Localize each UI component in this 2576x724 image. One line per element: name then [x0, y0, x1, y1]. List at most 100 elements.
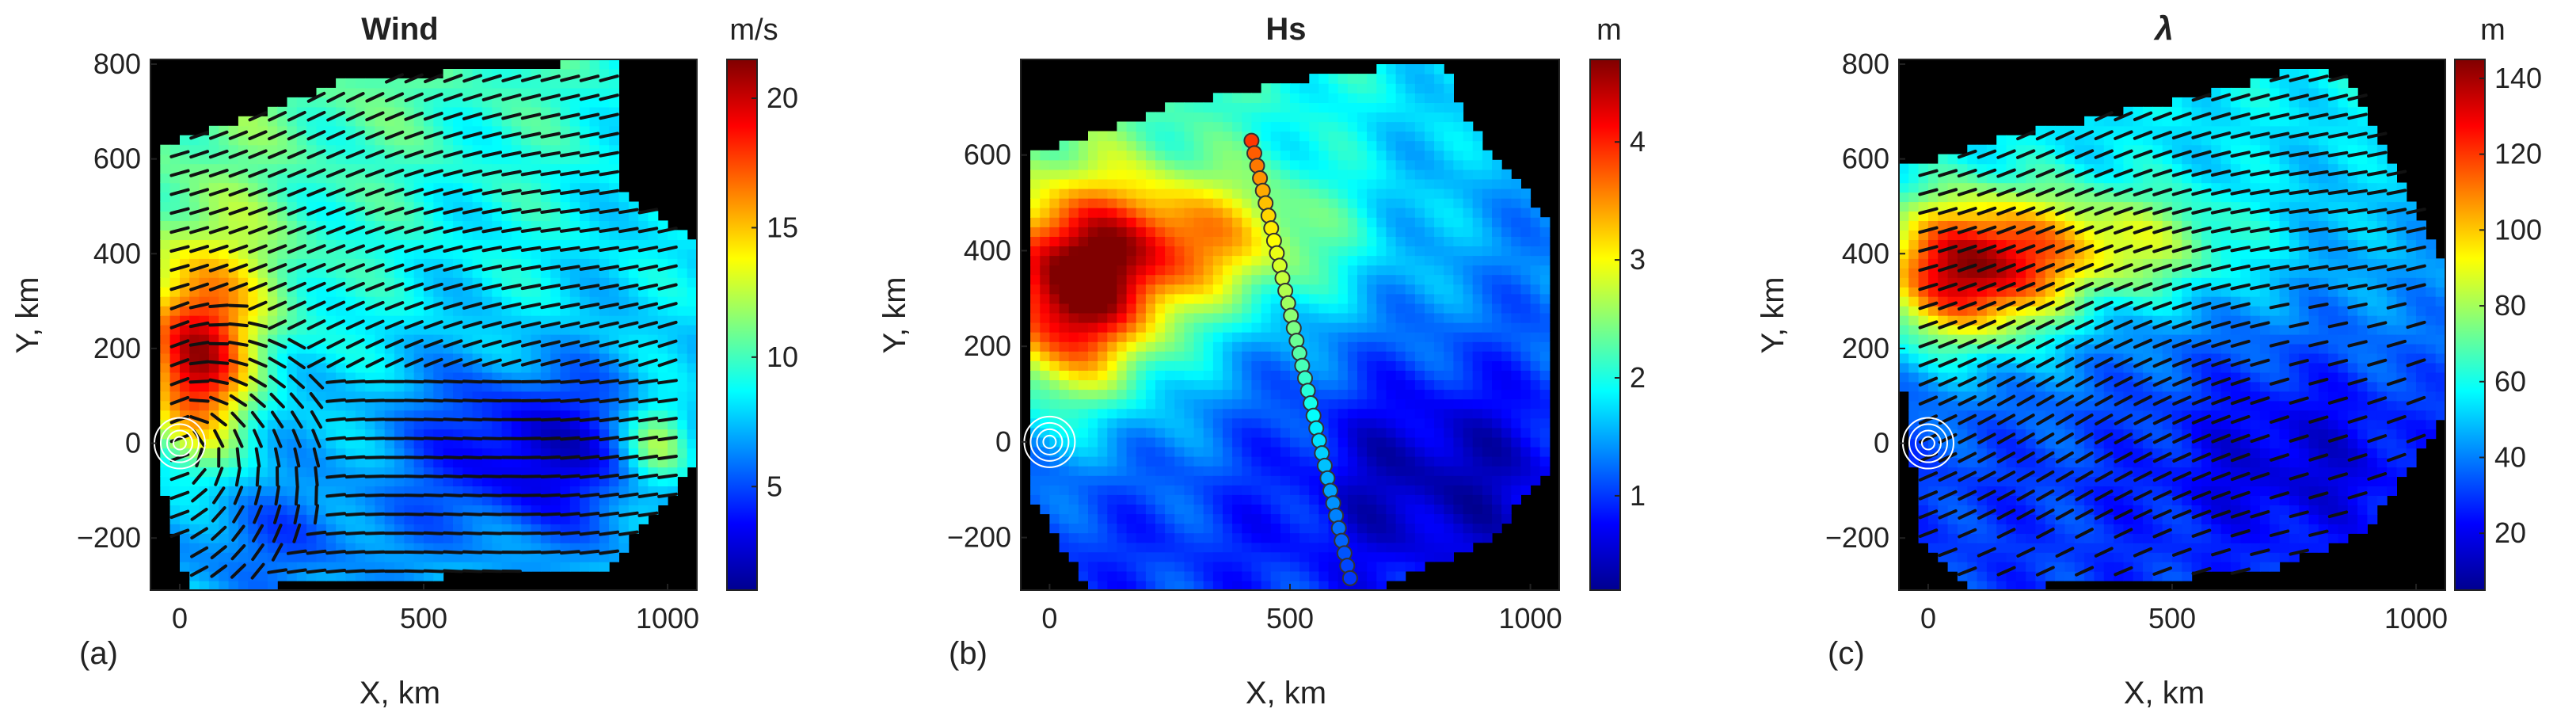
heatmap-cell [306, 315, 317, 326]
heatmap-cell [550, 419, 561, 430]
heatmap-cell [1299, 303, 1310, 314]
heatmap-cell [481, 410, 493, 421]
heatmap-cell [1203, 140, 1214, 151]
heatmap-cell [599, 467, 610, 478]
heatmap-cell [1088, 523, 1098, 534]
heatmap-cell [287, 486, 298, 496]
heatmap-cell [267, 239, 278, 250]
heatmap-cell [609, 249, 619, 259]
heatmap-cell [384, 429, 395, 440]
heatmap-cell [1165, 150, 1175, 161]
heatmap-cell [540, 476, 551, 486]
heatmap-cell [345, 381, 356, 392]
heatmap-cell [336, 306, 346, 316]
heatmap-cell [1270, 360, 1281, 371]
heatmap-cell [345, 163, 356, 174]
heatmap-cell [433, 230, 444, 240]
heatmap-cell [1223, 370, 1233, 380]
heatmap-cell [540, 562, 551, 572]
heatmap-cell [501, 476, 512, 486]
heatmap-cell [1232, 312, 1242, 323]
heatmap-cell [618, 486, 630, 496]
heatmap-cell [228, 325, 239, 335]
heatmap-cell [384, 486, 395, 496]
heatmap-cell [628, 457, 639, 468]
heatmap-cell [1251, 398, 1262, 410]
heatmap-cell [1251, 570, 1262, 581]
heatmap-cell [1068, 485, 1079, 495]
heatmap-cell [325, 543, 337, 553]
heatmap-cell [609, 306, 619, 316]
heatmap-cell [1203, 322, 1214, 333]
heatmap-cell [668, 249, 678, 259]
heatmap-cell [687, 277, 698, 288]
heatmap-cell [1337, 178, 1349, 189]
heatmap-cell [1328, 236, 1339, 246]
heatmap-cell [1261, 436, 1272, 448]
heatmap-cell [1242, 198, 1252, 208]
heatmap-cell [180, 211, 190, 221]
heatmap-cell [325, 524, 337, 534]
heatmap-cell [169, 467, 181, 478]
heatmap-cell [540, 381, 551, 392]
heatmap-cell [199, 211, 210, 221]
heatmap-cell [208, 381, 219, 392]
heatmap-cell [355, 438, 366, 449]
heatmap-cell [1232, 332, 1242, 342]
heatmap-cell [365, 552, 375, 562]
heatmap-cell [1088, 446, 1098, 457]
heatmap-cell [599, 372, 610, 383]
heatmap-cell [472, 552, 483, 562]
heatmap-cell [1107, 523, 1117, 534]
heatmap-cell [384, 476, 395, 486]
heatmap-cell [1184, 140, 1195, 151]
heatmap-cell [453, 372, 463, 383]
heatmap-cell [1270, 332, 1281, 342]
heatmap-cell [472, 343, 483, 354]
heatmap-cell [1223, 551, 1233, 562]
heatmap-cell [1049, 341, 1060, 352]
heatmap-cell [1098, 303, 1108, 314]
heatmap-cell [521, 87, 532, 98]
heatmap-cell [424, 467, 434, 478]
heatmap-cell [1337, 131, 1349, 142]
heatmap-cell [521, 391, 532, 402]
heatmap-cell [355, 571, 366, 581]
heatmap-cell [472, 211, 483, 221]
heatmap-cell [1136, 265, 1147, 276]
heatmap-cell [540, 457, 551, 468]
heatmap-cell [345, 125, 356, 136]
heatmap-cell [160, 343, 171, 354]
heatmap-cell [384, 467, 395, 478]
heatmap-cell [1193, 532, 1204, 543]
heatmap-cell [277, 372, 288, 383]
heatmap-cell [481, 125, 493, 136]
heatmap-cell [1290, 561, 1300, 572]
heatmap-cell [1117, 246, 1128, 257]
heatmap-cell [599, 69, 610, 79]
heatmap-cell [481, 524, 493, 534]
heatmap-cell [531, 173, 542, 184]
heatmap-cell [1088, 485, 1098, 495]
heatmap-cell [238, 249, 249, 259]
heatmap-cell [424, 514, 434, 524]
heatmap-cell [1318, 112, 1330, 123]
heatmap-cell [1145, 112, 1156, 123]
heatmap-cell [1299, 159, 1310, 170]
heatmap-cell [560, 486, 571, 496]
heatmap-cell [677, 448, 688, 459]
heatmap-cell [1136, 532, 1147, 543]
heatmap-cell [462, 352, 474, 364]
heatmap-cell [443, 69, 454, 79]
heatmap-cell [1270, 561, 1281, 572]
heatmap-cell [677, 277, 688, 288]
heatmap-cell [1203, 436, 1214, 448]
heatmap-cell [1030, 360, 1041, 371]
heatmap-cell [1078, 417, 1089, 429]
heatmap-cell [560, 400, 571, 411]
heatmap-cell [1155, 532, 1166, 543]
direction-arrow [481, 550, 503, 554]
heatmap-cell [1030, 284, 1041, 295]
heatmap-cell [277, 352, 288, 364]
direction-arrow [462, 474, 483, 478]
